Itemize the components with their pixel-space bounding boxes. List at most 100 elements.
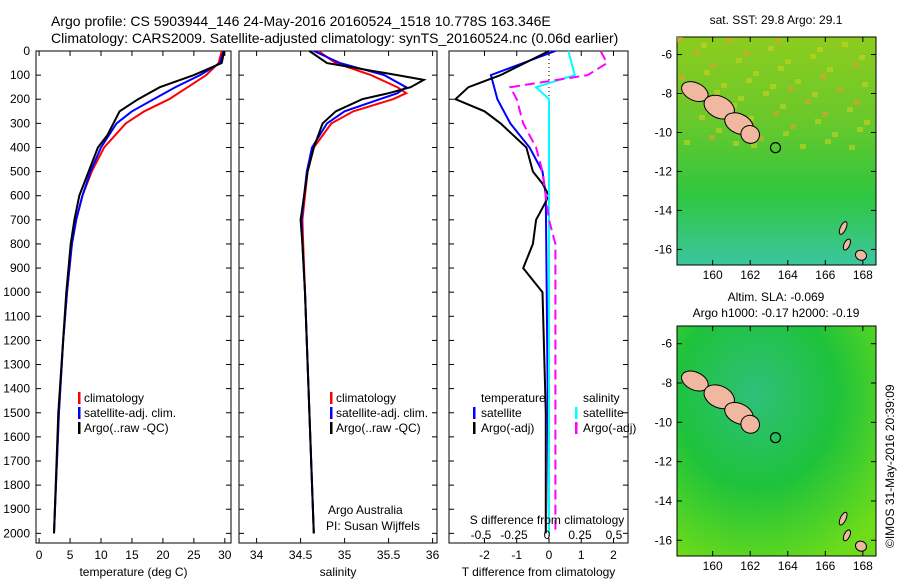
x-tick-label: 10 <box>94 548 108 562</box>
y-tick-label: 1000 <box>3 285 30 299</box>
y-tick-label: 1600 <box>3 430 30 444</box>
sst-pixel <box>775 39 781 44</box>
x-tick-label: 34 <box>250 548 264 562</box>
legend-swatch <box>473 407 476 419</box>
x-tick-label: 20 <box>156 548 170 562</box>
legend-swatch <box>330 407 333 419</box>
sst-pixel <box>790 124 796 129</box>
series-climatology <box>53 50 223 534</box>
sst-pixel <box>800 144 806 149</box>
x2-tick-label: -0.5 <box>471 528 492 542</box>
annotation: PI: Susan Wijffels <box>326 519 420 533</box>
title-line2: Climatology: CARS2009. Satellite-adjuste… <box>51 30 619 46</box>
series-satellite-adj-clim- <box>53 50 225 534</box>
y-tick-label: 700 <box>10 213 30 227</box>
x2-tick-label: 0 <box>544 528 551 542</box>
map-field-1 <box>676 325 877 557</box>
y-tick-label: 1100 <box>4 309 30 323</box>
sst-pixel <box>810 54 816 59</box>
x2-axis-label: S difference from climatology <box>470 513 625 527</box>
legend-label: Argo(-adj) <box>481 421 534 435</box>
sst-pixel <box>857 127 863 132</box>
y-tick-label: 800 <box>10 237 30 251</box>
legend-swatch <box>473 422 476 434</box>
legend-label: satellite <box>583 406 624 420</box>
series-satellite-adj-clim- <box>300 50 409 534</box>
island <box>838 511 848 526</box>
lon-tick-label: 168 <box>853 268 873 282</box>
x-tick-label: 2 <box>610 548 617 562</box>
sst-pixel <box>709 135 715 140</box>
y-tick-label: 600 <box>10 189 30 203</box>
lon-tick-label: 160 <box>703 559 723 573</box>
sst-pixel <box>736 58 742 63</box>
y-tick-label: 2000 <box>3 526 30 540</box>
sst-pixel <box>825 139 831 144</box>
x-tick-label: -2 <box>479 548 490 562</box>
sst-pixel <box>704 70 710 75</box>
x-tick-label: 25 <box>187 548 201 562</box>
argo-location-marker <box>769 432 782 444</box>
x2-tick-label: 0.25 <box>568 528 592 542</box>
lat-tick-label: -8 <box>661 87 672 101</box>
x-tick-label: -1 <box>511 548 522 562</box>
sst-pixel <box>721 83 727 88</box>
legend-swatch <box>78 407 81 419</box>
y-tick-label: 300 <box>10 116 30 130</box>
x-tick-label: 1 <box>578 548 585 562</box>
y-tick-label: 400 <box>10 140 30 154</box>
argo-location-marker <box>769 142 782 154</box>
series-argo-raw-qc- <box>53 50 226 534</box>
lon-tick-label: 164 <box>778 559 798 573</box>
sst-pixel <box>815 119 821 124</box>
sst-pixel <box>864 120 870 125</box>
sst-pixel <box>822 112 828 117</box>
sst-pixel <box>711 63 717 68</box>
lat-tick-label: -14 <box>655 494 673 508</box>
y-tick-label: 500 <box>10 165 30 179</box>
x-tick-label: 5 <box>67 548 74 562</box>
lon-tick-label: 166 <box>815 268 835 282</box>
island <box>842 529 851 542</box>
sst-pixel <box>849 145 855 150</box>
y-tick-label: 100 <box>10 68 30 82</box>
island <box>854 540 867 552</box>
lat-tick-label: -10 <box>655 415 673 429</box>
sst-pixel <box>859 55 865 60</box>
lat-tick-label: -10 <box>655 125 673 139</box>
legend-swatch <box>78 422 81 434</box>
lon-tick-label: 168 <box>853 559 873 573</box>
island <box>842 238 851 251</box>
y-tick-label: 1900 <box>3 502 30 516</box>
sst-pixel <box>701 43 707 48</box>
lon-tick-label: 160 <box>703 268 723 282</box>
sst-pixel <box>862 82 868 87</box>
x2-tick-label: 0.5 <box>606 528 623 542</box>
sst-pixel <box>780 104 786 109</box>
sst-pixel <box>751 143 757 148</box>
island <box>854 249 867 261</box>
y-tick-label: 1200 <box>3 333 30 347</box>
sst-pixel <box>820 74 826 79</box>
sst-pixel <box>733 141 739 146</box>
legend-label: climatology <box>84 391 144 405</box>
lon-tick-label: 162 <box>740 559 760 573</box>
sst-pixel <box>743 51 749 56</box>
y-tick-label: 200 <box>10 92 30 106</box>
legend-label: climatology <box>336 391 396 405</box>
sst-pixel <box>795 79 801 84</box>
y-tick-label: 1500 <box>3 406 30 420</box>
legend-swatch <box>78 392 81 404</box>
legend-label: satellite-adj. clim. <box>336 406 428 420</box>
x-tick-label: 15 <box>125 548 139 562</box>
lat-tick-label: -14 <box>655 203 673 217</box>
legend-label: satellite-adj. clim. <box>84 406 176 420</box>
lon-tick-label: 162 <box>740 268 760 282</box>
sst-pixel <box>699 115 705 120</box>
legend-label: Argo(-adj) <box>583 421 636 435</box>
x-axis-label: temperature (deg C) <box>79 565 187 579</box>
island <box>740 414 761 434</box>
map-title: Altim. SLA: -0.069 <box>728 290 825 304</box>
